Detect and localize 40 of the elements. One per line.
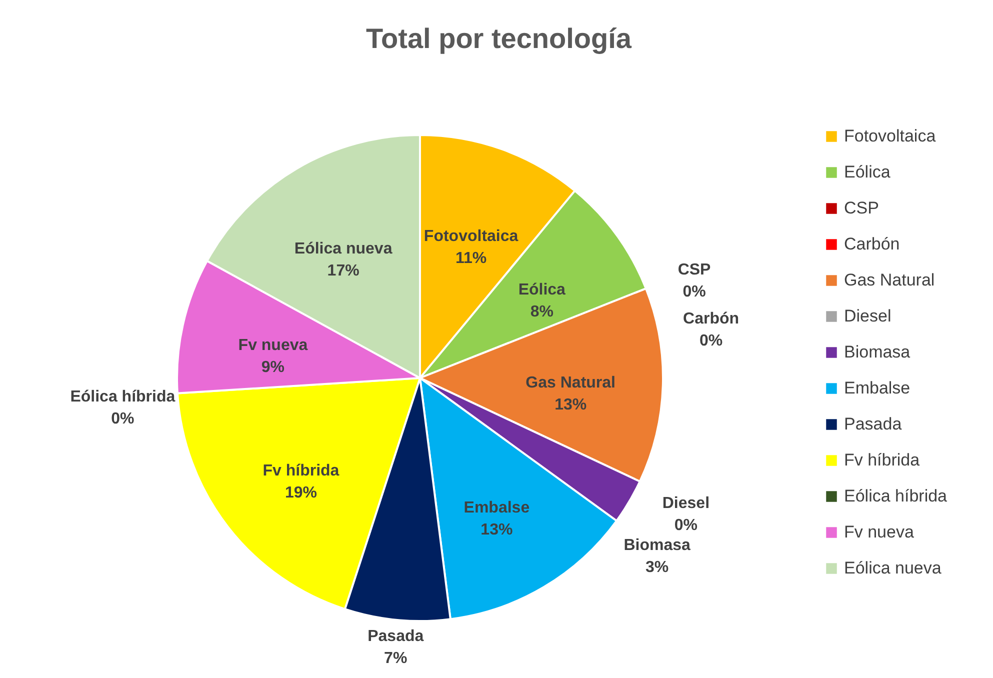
legend-label: Diesel xyxy=(844,306,892,326)
legend-label: Eólica xyxy=(844,162,891,182)
slice-label: Pasada xyxy=(368,628,424,645)
slice-label: Fotovoltaica xyxy=(424,228,518,246)
category-label: Diesel xyxy=(662,495,710,512)
slice-label: Fv nueva xyxy=(238,337,308,354)
data-label: 3% xyxy=(646,559,669,576)
data-label: 9% xyxy=(261,359,285,376)
data-label: 19% xyxy=(284,484,317,502)
slice-label: Eólica xyxy=(518,281,566,298)
category-label: Carbón xyxy=(683,310,740,328)
slice-label: Eólica nueva xyxy=(294,240,392,258)
data-label: 7% xyxy=(384,650,408,667)
text: 0% xyxy=(682,283,706,300)
legend-label: Fv híbrida xyxy=(844,450,920,470)
data-label: 17% xyxy=(327,262,360,280)
category-label: CSP xyxy=(678,261,711,278)
legend-label: Eólica híbrida xyxy=(844,486,948,506)
data-label: 8% xyxy=(530,303,554,320)
slice-label: Biomasa xyxy=(624,537,691,554)
legend-label: Eólica nueva xyxy=(844,558,942,578)
text: 0% xyxy=(111,410,134,428)
category-label: Eólica híbrida xyxy=(70,388,176,406)
legend-label: Gas Natural xyxy=(844,270,935,290)
chart-title: Total por tecnología xyxy=(366,23,632,54)
slice-label: Gas Natural xyxy=(526,374,616,392)
data-label: 13% xyxy=(480,522,513,539)
legend-label: Fotovoltaica xyxy=(844,126,936,146)
legend-label: CSP xyxy=(844,198,879,218)
data-label: 13% xyxy=(554,396,587,414)
text: 0% xyxy=(699,332,723,350)
slice-label: Fv híbrida xyxy=(262,462,340,480)
legend-label: Fv nueva xyxy=(844,522,914,542)
text: 0% xyxy=(674,517,698,534)
legend-label: Embalse xyxy=(844,378,910,398)
data-label: 11% xyxy=(455,250,487,268)
legend-label: Pasada xyxy=(844,414,902,434)
legend-label: Carbón xyxy=(844,234,900,254)
legend-label: Biomasa xyxy=(844,342,911,362)
slice-label: Embalse xyxy=(464,500,530,517)
